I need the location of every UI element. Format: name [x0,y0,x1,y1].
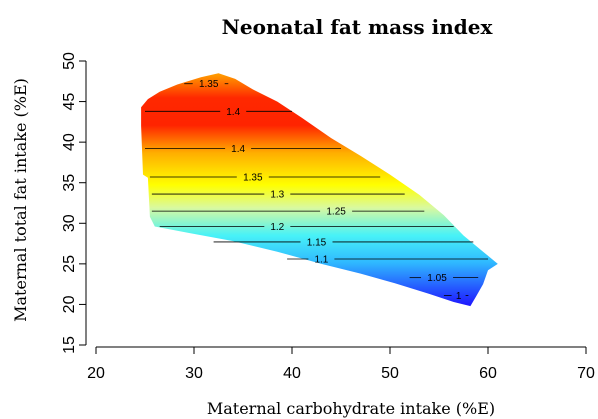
y-axis: 15 20 25 30 35 40 45 50 Maternal total fat inta… [11,52,87,354]
contour-1-35: 1.35 [184,79,229,90]
x-tick-label: 30 [185,365,203,382]
x-tick-label: 70 [577,365,595,382]
contour-1-15: 1.15 [213,237,474,248]
contour-1-4: 1.4 [145,144,341,155]
y-tick-label: 25 [61,255,78,273]
x-axis: 20 30 40 50 60 70 Maternal carbohydrate intak… [87,346,595,418]
contour-1-1: 1.1 [287,254,488,265]
contour-label: 1.2 [270,222,284,233]
heatmap-region [141,73,498,307]
y-tick-label: 45 [61,93,78,111]
x-tick-label: 50 [381,365,399,382]
x-axis-label: Maternal carbohydrate intake (%E) [207,399,495,418]
x-axis-ticks: 20 30 40 50 60 70 [87,347,595,382]
contour-label: 1 [456,291,462,302]
contour-label: 1.35 [243,173,263,184]
y-axis-label: Maternal total fat intake (%E) [11,78,30,322]
y-tick-label: 35 [61,174,78,192]
contour-1-05: 1.05 [409,273,479,284]
contour-1-3: 1.3 [151,190,405,201]
x-tick-label: 20 [87,365,105,382]
contour-label: 1.4 [231,144,245,155]
y-tick-label: 20 [61,295,78,313]
plot-area: 1.35 1.4 1.4 1.35 1.3 1.25 1.2 1.15 1.1 1.05 1 [141,73,498,307]
contour-label: 1.25 [326,207,346,218]
contour-label: 1.3 [270,190,284,201]
x-tick-label: 60 [479,365,497,382]
contour-1-25: 1.25 [151,207,425,218]
contour-1-4: 1.4 [145,107,292,118]
y-tick-label: 50 [61,52,78,70]
y-tick-label: 40 [61,133,78,151]
contour-1-35: 1.35 [149,173,381,184]
y-tick-label: 30 [61,214,78,232]
y-axis-ticks: 15 20 25 30 35 40 45 50 [61,52,86,354]
contour-1-2: 1.2 [159,222,454,233]
chart-title: Neonatal fat mass index [222,15,494,39]
contour-label: 1.15 [307,237,327,248]
x-tick-label: 40 [283,365,301,382]
contour-label: 1.35 [199,79,219,90]
y-tick-label: 15 [61,336,78,354]
contour-label: 1.4 [226,107,240,118]
contour-1: 1 [443,291,469,302]
contour-label: 1.05 [427,273,447,284]
contour-label: 1.1 [314,254,328,265]
contour-lines: 1.35 1.4 1.4 1.35 1.3 1.25 1.2 1.15 1.1 1.05 1 [145,79,488,302]
